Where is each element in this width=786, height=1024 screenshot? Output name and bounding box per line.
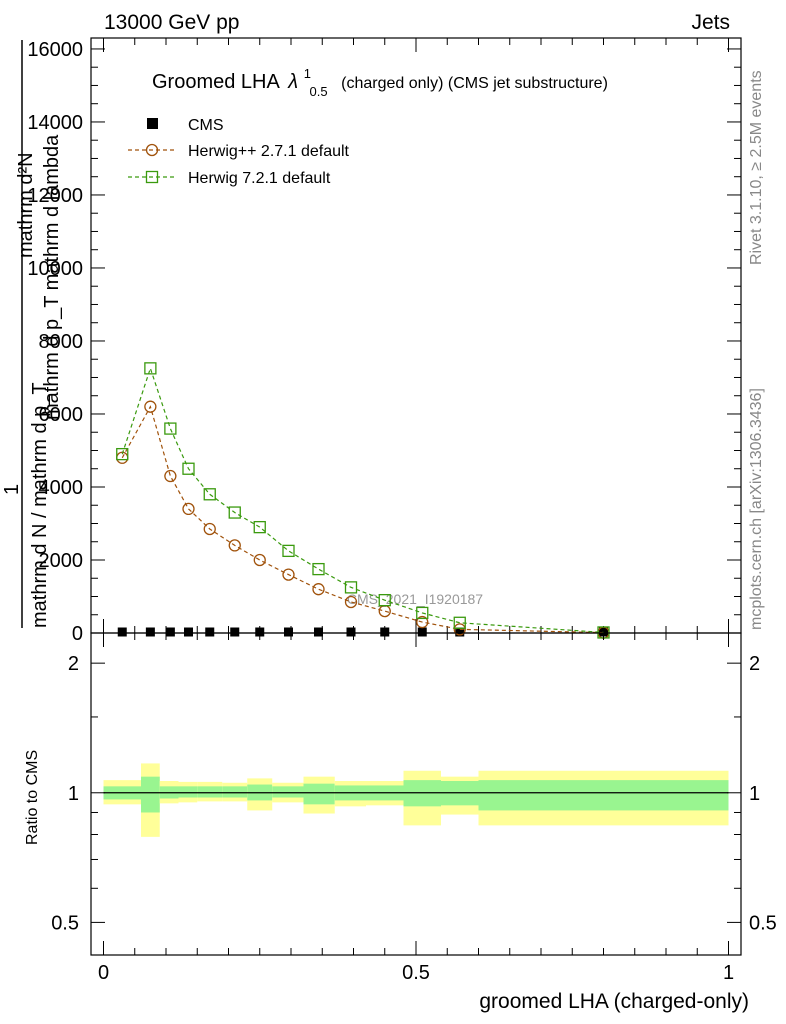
main-y-tick-label: 16000 — [27, 39, 83, 61]
point-herwigpp — [228, 539, 241, 552]
ratio-inner-band — [272, 786, 304, 798]
ratio-y-axis: 0.5 0.5 1 1 2 2 — [51, 653, 777, 934]
point-cms — [184, 627, 193, 637]
main-y-axis: 0 2000 4000 6000 8000 10000 12000 14000 16000 — [27, 39, 741, 645]
ratio-x-axis: 0 0.5 1 — [98, 633, 734, 984]
point-herwigpp — [416, 615, 429, 629]
main-y-tick-label: 12000 — [27, 185, 83, 207]
point-herwigpp — [203, 522, 216, 536]
ylabel-numerator-sub: mathrm d p_T mathrm d lambda — [41, 134, 63, 420]
point-herwig7 — [228, 506, 241, 519]
point-herwig7 — [416, 606, 429, 620]
legend-herwig7-label: Herwig 7.2.1 default — [188, 170, 331, 187]
main-y-tick-label: 6000 — [39, 404, 84, 426]
point-cms — [205, 627, 215, 637]
point-herwigpp — [144, 400, 157, 413]
analysis-watermark: CMS_2021_I1920187 — [347, 591, 483, 607]
point-cms — [346, 627, 356, 637]
point-cms — [284, 627, 293, 637]
point-cms — [314, 627, 323, 637]
legend-cms-label: CMS — [188, 117, 224, 134]
point-cms — [145, 627, 155, 637]
point-herwig7 — [116, 447, 129, 461]
chart-title: Groomed LHA λ 1 0.5 (charged only) (CMS … — [152, 61, 608, 101]
ylabel-numerator-top: mathrm d²N — [15, 152, 37, 258]
point-cms — [255, 627, 265, 637]
point-herwigpp — [182, 502, 195, 516]
ratio-y-tick-label-right: 1 — [749, 783, 760, 805]
ylabel-denominator: mathrm d N / mathrm d p_T — [29, 382, 51, 628]
series-line-herwig7 — [121, 366, 604, 634]
point-herwig7 — [453, 616, 466, 629]
point-cms — [417, 627, 427, 637]
point-herwig7 — [344, 581, 358, 594]
header-left: 13000 GeV pp — [104, 11, 239, 34]
ratio-inner-band — [303, 783, 335, 805]
point-herwig7 — [182, 462, 195, 475]
ratio-y-tick-label: 0.5 — [51, 912, 79, 934]
main-y-tick-label: 8000 — [39, 331, 84, 353]
ratio-bands — [103, 763, 729, 837]
ylabel-one: 1 — [1, 484, 23, 495]
ratio-inner-band — [197, 786, 223, 798]
title-main: Groomed LHA — [152, 71, 280, 93]
x-axis-label: groomed LHA (charged-only) — [479, 990, 749, 1013]
point-cms — [165, 627, 175, 637]
point-herwig7 — [164, 422, 177, 435]
ratio-ylabel: Ratio to CMS — [24, 750, 41, 845]
title-sub: 0.5 — [310, 84, 328, 99]
ratio-inner-band — [141, 776, 160, 813]
main-y-tick-label: 4000 — [39, 477, 84, 499]
ratio-y-tick-label: 1 — [68, 783, 79, 805]
ratio-x-tick-label: 1 — [723, 962, 734, 984]
ratio-y-tick-label: 2 — [68, 653, 79, 675]
point-cms — [117, 627, 127, 637]
ratio-x-tick-label: 0 — [98, 962, 109, 984]
ratio-inner-band — [478, 780, 729, 811]
ratio-y-tick-label-right: 2 — [749, 653, 760, 675]
main-series-group — [116, 362, 610, 639]
header-right: Jets — [691, 11, 730, 34]
main-y-tick-label: 2000 — [39, 550, 84, 572]
ratio-inner-band — [178, 786, 198, 798]
title-symbol: λ — [287, 71, 298, 93]
point-herwig7 — [203, 488, 216, 501]
ratio-x-tick-label: 0.5 — [402, 962, 430, 984]
title-sup: 1 — [304, 66, 311, 81]
legend: CMS Herwig++ 2.7.1 default Herwig 7.2.1 … — [128, 117, 350, 187]
point-herwig7 — [144, 362, 157, 375]
point-herwigpp — [344, 595, 358, 609]
point-herwigpp — [282, 568, 295, 581]
point-herwigpp — [164, 469, 177, 483]
point-cms — [380, 627, 390, 637]
point-herwig7 — [378, 593, 391, 607]
legend-herwigpp-marker — [145, 143, 159, 157]
legend-herwigpp-label: Herwig++ 2.7.1 default — [188, 143, 350, 160]
point-herwig7 — [312, 562, 325, 576]
title-rest: (charged only) (CMS jet substructure) — [341, 75, 608, 92]
main-ylabel: mathrm d²N mathrm d p_T mathrm d lambda … — [1, 40, 63, 628]
mcplots-label: mcplots.cern.ch [arXiv:1306.3436] — [748, 388, 765, 630]
main-y-tick-label: 0 — [72, 623, 83, 645]
point-herwigpp — [378, 604, 391, 618]
point-herwigpp — [312, 583, 325, 596]
legend-herwig7-marker — [145, 170, 159, 184]
legend-cms-marker — [147, 118, 158, 129]
ratio-inner-band — [222, 786, 248, 798]
point-herwigpp — [253, 553, 266, 567]
series-line-herwigpp — [121, 405, 604, 634]
main-y-tick-label: 14000 — [27, 112, 83, 134]
rivet-label: Rivet 3.1.10, ≥ 2.5M events — [748, 70, 765, 265]
point-cms — [230, 627, 240, 637]
point-cms — [455, 627, 465, 637]
ratio-y-tick-label-right: 0.5 — [749, 912, 777, 934]
main-y-tick-label: 10000 — [27, 258, 83, 280]
point-herwig7 — [253, 520, 266, 534]
point-herwigpp — [453, 623, 466, 636]
point-herwig7 — [282, 544, 295, 558]
